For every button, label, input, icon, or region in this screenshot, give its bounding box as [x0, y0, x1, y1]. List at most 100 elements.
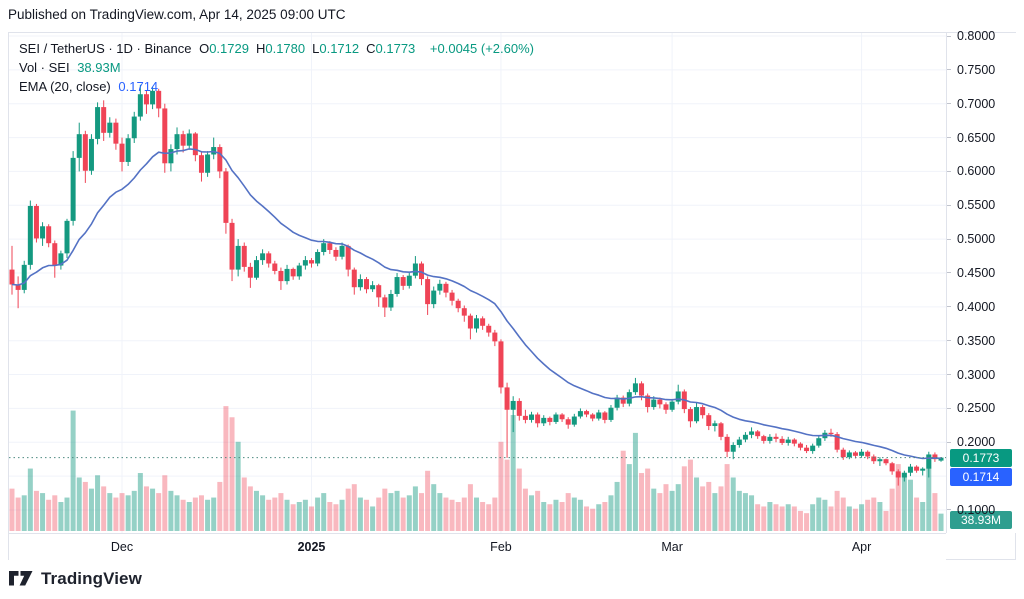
candle-body	[504, 387, 510, 410]
volume-bar	[339, 499, 345, 531]
candle-body	[406, 275, 412, 286]
candle-body	[730, 444, 736, 452]
volume-bar	[486, 504, 492, 531]
candle-body	[571, 416, 577, 425]
volume-bar	[510, 415, 516, 531]
candle-body	[192, 133, 198, 156]
candle-body	[278, 270, 284, 282]
volume-bar	[736, 490, 742, 531]
candle-body	[284, 268, 290, 282]
candle-body	[449, 292, 455, 301]
candle-body	[461, 308, 467, 316]
candle-body	[712, 423, 718, 427]
candle-body	[437, 283, 443, 291]
volume-bar	[761, 506, 767, 531]
candle-body	[107, 122, 113, 133]
price-scale-label: 0.8000	[957, 29, 996, 43]
volume-bar	[498, 441, 504, 531]
volume-bar	[321, 493, 327, 531]
ohlc-value: 0.1729	[209, 41, 249, 56]
volume-bar	[828, 506, 834, 531]
volume-bar	[315, 497, 321, 531]
volume-bar	[865, 499, 871, 531]
volume-bar	[302, 499, 308, 531]
volume-bar	[639, 473, 645, 531]
volume-bar	[914, 497, 920, 531]
candle-body	[742, 434, 748, 440]
volume-bar	[480, 502, 486, 531]
candle-body	[302, 260, 308, 266]
price-scale-label: 0.6500	[957, 130, 996, 145]
candle-body	[425, 279, 431, 305]
volume-bar	[724, 464, 730, 531]
volume-bar	[871, 497, 877, 531]
candle-body	[645, 395, 651, 408]
candle-body	[229, 222, 235, 270]
volume-bar	[455, 502, 461, 531]
candle-body	[308, 260, 314, 264]
candle-body	[492, 332, 498, 342]
volume-bar	[308, 506, 314, 531]
candle-body	[547, 417, 553, 422]
candlestick-chart	[9, 33, 946, 533]
publish-line: Published on TradingView.com, Apr 14, 20…	[8, 7, 346, 22]
ohlc-value: 0.1712	[319, 41, 360, 56]
ema-row-value: 0.1714	[118, 79, 159, 94]
candle-body	[101, 107, 107, 133]
tradingview-logo-text[interactable]: TradingView	[41, 569, 142, 588]
candle-body	[388, 293, 394, 308]
candle-body	[877, 459, 883, 462]
volume-bar	[174, 495, 180, 531]
candle-body	[865, 451, 871, 457]
volume-bar	[437, 493, 443, 531]
candle-body	[736, 439, 742, 445]
volume-bar	[125, 495, 131, 531]
volume-row: Vol · SEI 38.93M	[19, 58, 538, 77]
tradingview-logo-icon[interactable]	[9, 571, 34, 587]
candle-body	[131, 116, 137, 139]
candle-body	[119, 143, 125, 162]
price-scale-label: 0.7500	[957, 62, 996, 77]
candle-body	[773, 436, 779, 439]
volume-bar	[241, 477, 247, 531]
candle-body	[113, 122, 119, 144]
volume-bar	[21, 495, 27, 531]
candle-body	[871, 456, 877, 462]
volume-bar	[602, 502, 608, 531]
price-scale-tick	[947, 340, 951, 342]
price-scale-label: 0.5500	[957, 198, 996, 213]
volume-bar	[143, 486, 149, 531]
volume-bar	[370, 506, 376, 531]
ema-row-label: EMA (20, close)	[19, 79, 111, 94]
price-scale-tick	[947, 204, 951, 206]
ohlc-letter: C	[366, 41, 376, 56]
candle-body	[419, 263, 425, 280]
candle-body	[339, 245, 345, 257]
symbol-title: SEI / TetherUS · 1D · Binance	[19, 41, 192, 56]
candle-body	[785, 439, 791, 443]
candle-body	[516, 400, 522, 416]
candle-body	[125, 138, 131, 162]
candle-body	[443, 283, 449, 293]
volume-row-value: 38.93M	[77, 60, 121, 75]
volume-bar	[186, 502, 192, 531]
volume-bar	[296, 502, 302, 531]
volume-bar	[76, 477, 82, 531]
price-scale-tick	[947, 272, 951, 274]
price-scale-tick	[947, 69, 951, 71]
volume-bar	[620, 450, 626, 531]
candle-body	[755, 431, 761, 437]
candle-body	[522, 415, 528, 420]
candle-body	[926, 454, 932, 469]
volume-bar	[516, 468, 522, 531]
candle-body	[394, 277, 400, 294]
volume-bar	[107, 493, 113, 531]
candle-body	[168, 149, 174, 164]
candle-body	[663, 404, 669, 410]
volume-bar	[70, 410, 76, 531]
volume-bar	[920, 502, 926, 531]
volume-bar	[345, 488, 351, 531]
symbol-row: SEI / TetherUS · 1D · Binance O0.1729 H0.…	[19, 39, 538, 58]
candle-body	[162, 108, 168, 164]
price-scale-tick	[947, 103, 951, 105]
